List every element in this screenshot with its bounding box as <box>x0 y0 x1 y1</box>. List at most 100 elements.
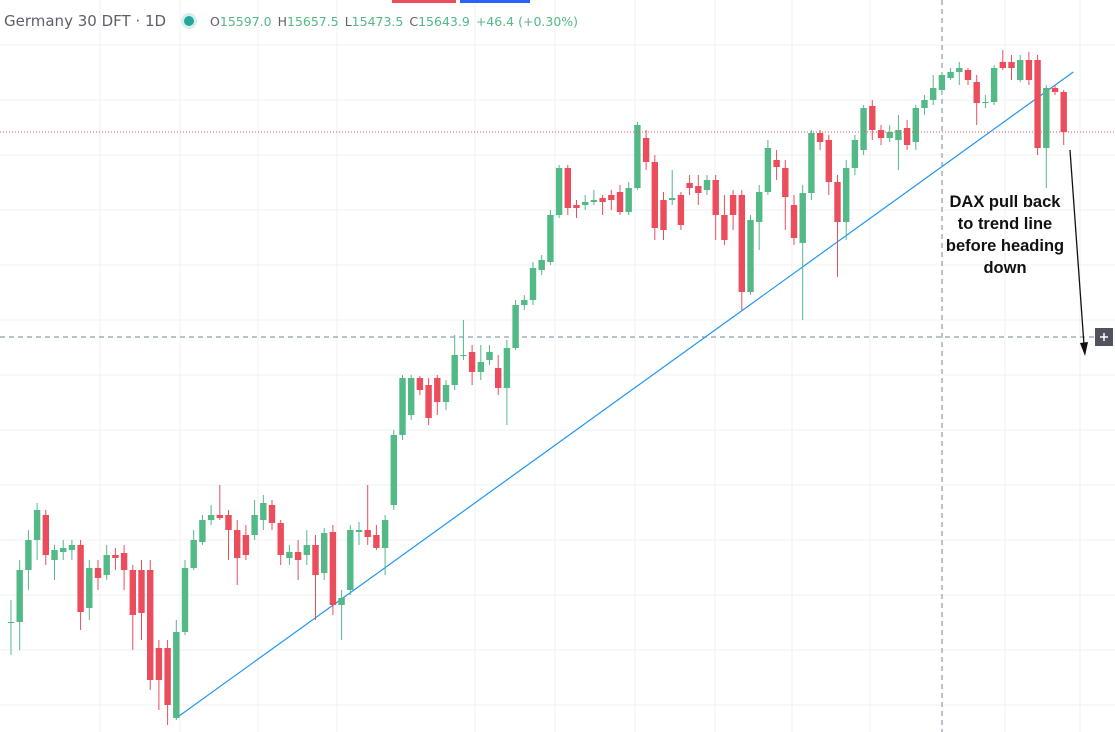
candle-body <box>712 180 719 215</box>
candle-body <box>816 133 824 142</box>
candle-body <box>695 186 702 193</box>
candle-body <box>277 523 284 555</box>
candle-body <box>573 205 580 208</box>
candle-body <box>677 195 685 225</box>
candle-body <box>782 168 789 197</box>
candle-body <box>756 192 763 222</box>
candle-body <box>329 532 337 605</box>
candle-body <box>834 182 841 222</box>
price-change: +46.4 (+0.30%) <box>475 13 579 29</box>
candle-body <box>364 530 371 537</box>
candle-body <box>94 568 102 578</box>
candle-body <box>103 555 110 575</box>
ohlc-label: L <box>344 13 352 29</box>
candle-body <box>303 545 310 555</box>
candle-body <box>764 148 772 192</box>
candle-body <box>869 106 876 130</box>
candle-body <box>147 570 154 680</box>
candle-body <box>451 355 458 385</box>
candle-body <box>721 215 728 240</box>
crosshair-button[interactable] <box>1095 328 1113 346</box>
candle-body <box>7 622 15 623</box>
ohlc-value: 15473.5 <box>351 13 404 29</box>
candle-body <box>312 545 319 575</box>
candle-body <box>77 545 84 612</box>
candle-body <box>851 140 859 168</box>
candle-body <box>982 102 989 103</box>
candle-body <box>930 88 937 100</box>
candle-body <box>555 168 563 215</box>
trend-line <box>175 71 1074 719</box>
annotation-line: before heading <box>946 237 1064 255</box>
candle-body <box>886 132 893 138</box>
candle-body <box>1034 60 1041 148</box>
candle-body <box>477 362 484 372</box>
candle-body <box>808 133 815 193</box>
ohlc-value: 15643.9 <box>418 13 470 29</box>
candle-body <box>347 530 354 590</box>
candle-body <box>442 385 450 402</box>
candle-body <box>616 192 624 212</box>
candle-body <box>155 648 163 680</box>
candle-body <box>408 378 415 415</box>
candle-body <box>416 378 424 390</box>
candle-body <box>634 125 641 188</box>
candle-body <box>207 515 215 520</box>
candle-body <box>564 168 571 208</box>
ohlc-label: H <box>277 13 287 29</box>
candle-body <box>990 68 998 102</box>
candle-body <box>234 530 241 558</box>
annotation-line: to trend line <box>958 215 1052 233</box>
candle-body <box>173 632 180 718</box>
candle-body <box>703 180 711 190</box>
candle-body <box>799 193 806 243</box>
candle-body <box>251 515 258 535</box>
candle-body <box>216 515 223 518</box>
candle-body <box>512 305 519 348</box>
candle-body <box>938 75 946 90</box>
candle-body <box>1017 60 1024 80</box>
candle-body <box>355 530 363 532</box>
candle-body <box>225 515 232 530</box>
candles <box>7 50 1074 725</box>
candle-body <box>608 195 615 200</box>
candle-body <box>521 300 528 305</box>
candle-body <box>495 368 502 388</box>
candle-body <box>964 70 972 80</box>
candle-body <box>434 378 441 402</box>
annotation-arrow <box>1069 149 1088 356</box>
candle-body <box>660 200 667 230</box>
candle-body <box>947 72 954 78</box>
candle-body <box>1008 62 1015 68</box>
candle-body <box>120 553 128 570</box>
candle-body <box>181 568 189 632</box>
plus-icon <box>1100 333 1108 341</box>
candle-body <box>373 535 380 548</box>
arrow-shaft <box>1069 149 1085 346</box>
candle-body <box>582 202 589 205</box>
symbol-title: Germany 30 DFT · 1D <box>4 12 167 30</box>
candle-body <box>825 140 832 182</box>
candle-body <box>51 550 58 560</box>
candle-body <box>903 128 911 145</box>
candle-body <box>1043 88 1050 148</box>
ohlc-label: O <box>210 13 220 29</box>
candle-body <box>286 552 293 558</box>
ohlc-value: 15657.5 <box>287 13 339 29</box>
ohlc-value: 15597.0 <box>219 13 272 29</box>
candle-body <box>590 200 598 202</box>
candle-body <box>790 205 798 238</box>
candle-body <box>294 552 302 560</box>
candle-body <box>199 520 206 542</box>
candle-body <box>956 68 963 72</box>
candle-body <box>129 570 136 615</box>
candle-body <box>860 108 867 150</box>
candle-body <box>260 503 267 520</box>
candle-body <box>999 62 1006 68</box>
candle-body <box>33 510 41 540</box>
candle-body <box>381 520 389 548</box>
status-dot <box>184 16 195 26</box>
